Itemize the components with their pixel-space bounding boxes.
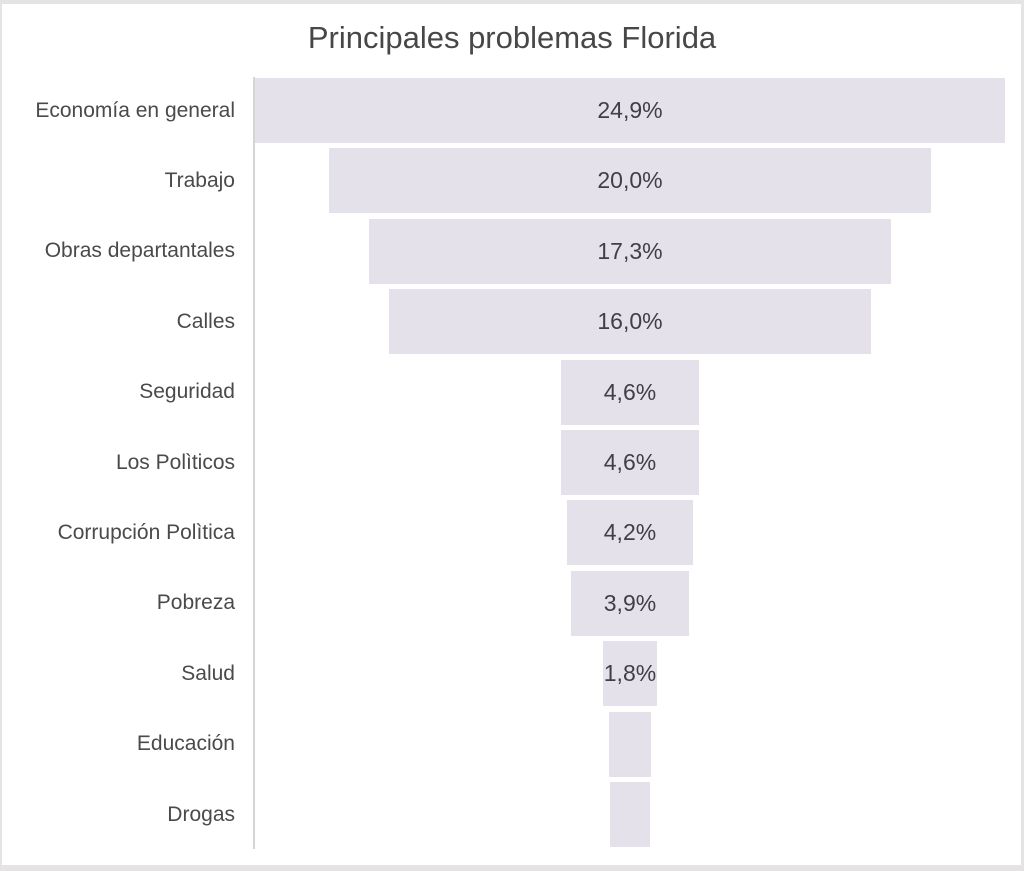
funnel-bar [608,711,652,777]
value-label: 24,9% [597,97,663,123]
funnel-bar: 4,6% [560,359,700,425]
frame-border-left [0,0,2,871]
funnel-row: Educación [0,711,1024,777]
funnel-row: Obras departantales 17,3% [0,218,1024,284]
value-label: 4,2% [603,519,657,546]
funnel-row: Pobreza 3,9% [0,570,1024,636]
category-label: Drogas [167,802,235,826]
funnel-bar: 4,6% [560,430,700,495]
frame-border-bottom [0,865,1024,871]
category-label: Obras departantales [44,239,235,263]
category-label: Educación [136,732,235,756]
funnel-row: Drogas [0,782,1024,847]
funnel-row: Salud 1,8% [0,641,1024,707]
category-label: Corrupción Polìtica [57,520,235,544]
category-label: Economía en general [35,98,235,122]
category-label: Trabajo [164,168,235,192]
frame-border-top [0,0,1024,4]
funnel-row: Calles 16,0% [0,289,1024,355]
value-label: 16,0% [597,308,663,335]
funnel-bar: 20,0% [328,148,932,214]
value-label: 20,0% [597,167,663,194]
funnel-bar: 1,8% [602,641,658,707]
frame-border-right [1021,0,1024,871]
funnel-row: Los Polìticos 4,6% [0,430,1024,495]
category-label: Pobreza [156,591,235,615]
funnel-row: Economía en general 24,9% [0,78,1024,143]
funnel-bar [610,782,650,847]
funnel-bar: 24,9% [255,78,1005,143]
value-label: 3,9% [603,589,657,616]
funnel-bar: 17,3% [369,218,891,284]
funnel-row: Corrupción Polìtica 4,2% [0,500,1024,566]
value-label: 1,8% [603,660,657,687]
category-label: Los Polìticos [115,450,235,474]
category-label: Seguridad [139,380,235,404]
value-label: 17,3% [597,237,663,264]
category-axis-line [253,77,255,849]
category-label: Calles [176,309,235,333]
chart-title: Principales problemas Florida [307,20,717,55]
value-label: 4,6% [603,378,657,405]
value-label: 4,6% [603,449,657,475]
category-label: Salud [181,661,235,685]
funnel-bar: 3,9% [571,570,689,636]
funnel-row: Seguridad 4,6% [0,359,1024,425]
funnel-row: Trabajo 20,0% [0,148,1024,214]
funnel-bar: 16,0% [389,289,871,355]
funnel-bar: 4,2% [566,500,694,566]
